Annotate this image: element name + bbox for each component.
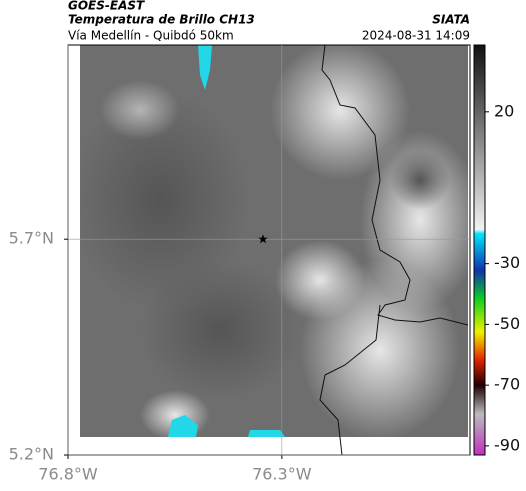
colorbar-label: -90: [494, 435, 520, 454]
y-tick-label: 5.7°N: [9, 229, 54, 248]
colorbar-label: 20: [494, 101, 514, 120]
region: Vía Medellín - Quibdó 50km: [68, 29, 234, 43]
y-tick-label: 5.2°N: [9, 445, 54, 464]
colorbar-label: -50: [494, 314, 520, 333]
colorbar: [473, 44, 486, 456]
source: SIATA: [432, 13, 470, 27]
border: [319, 44, 469, 456]
title: GOES-EAST: [68, 0, 145, 13]
location-marker: [258, 234, 268, 244]
colorbar-label: -30: [494, 253, 520, 272]
x-tick-label: 76.8°W: [38, 465, 98, 484]
timestamp: 2024-08-31 14:09: [362, 29, 470, 43]
subtitle: Temperatura de Brillo CH13: [68, 13, 255, 27]
colorbar-label: -70: [494, 375, 520, 394]
x-tick-label: 76.3°W: [252, 465, 312, 484]
satellite-image: [80, 45, 468, 437]
